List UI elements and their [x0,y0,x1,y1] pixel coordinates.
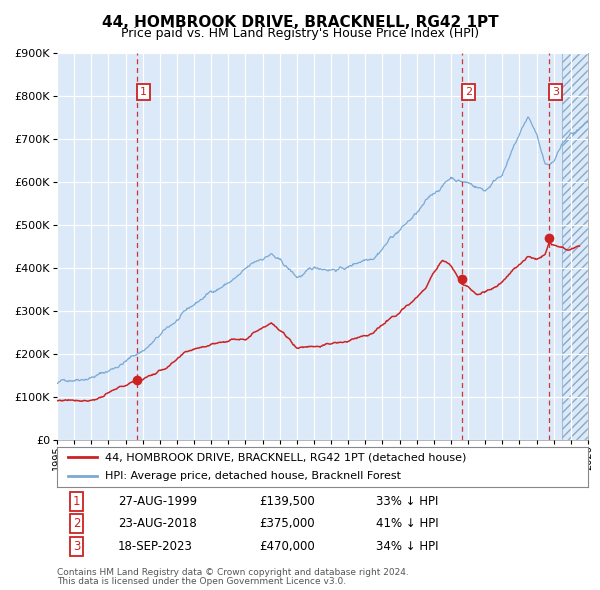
Text: 2: 2 [73,517,80,530]
Text: 33% ↓ HPI: 33% ↓ HPI [376,496,438,509]
Text: This data is licensed under the Open Government Licence v3.0.: This data is licensed under the Open Gov… [57,577,346,586]
Text: £375,000: £375,000 [259,517,314,530]
Text: 27-AUG-1999: 27-AUG-1999 [118,496,197,509]
Text: £470,000: £470,000 [259,540,314,553]
Text: £139,500: £139,500 [259,496,314,509]
Text: 1: 1 [140,87,147,97]
Text: 3: 3 [73,540,80,553]
Text: HPI: Average price, detached house, Bracknell Forest: HPI: Average price, detached house, Brac… [105,471,401,481]
Text: Contains HM Land Registry data © Crown copyright and database right 2024.: Contains HM Land Registry data © Crown c… [57,568,409,576]
Text: 44, HOMBROOK DRIVE, BRACKNELL, RG42 1PT (detached house): 44, HOMBROOK DRIVE, BRACKNELL, RG42 1PT … [105,453,466,463]
Text: 41% ↓ HPI: 41% ↓ HPI [376,517,438,530]
Text: Price paid vs. HM Land Registry's House Price Index (HPI): Price paid vs. HM Land Registry's House … [121,27,479,40]
Bar [562,53,588,440]
Text: 3: 3 [552,87,559,97]
Text: 34% ↓ HPI: 34% ↓ HPI [376,540,438,553]
Text: 18-SEP-2023: 18-SEP-2023 [118,540,193,553]
Text: 23-AUG-2018: 23-AUG-2018 [118,517,197,530]
Text: 44, HOMBROOK DRIVE, BRACKNELL, RG42 1PT: 44, HOMBROOK DRIVE, BRACKNELL, RG42 1PT [101,15,499,30]
Text: 1: 1 [73,496,80,509]
Text: 2: 2 [465,87,472,97]
